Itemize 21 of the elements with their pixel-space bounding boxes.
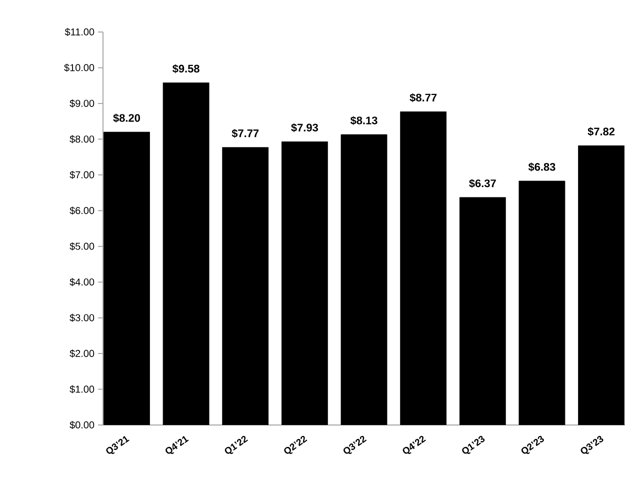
data-label: $8.77 [410,93,437,102]
y-tick-label: $1.00 [70,385,94,394]
y-tick-label: $8.00 [70,135,94,144]
y-tick-label: $7.00 [70,170,94,179]
y-tick-label: $6.00 [70,206,94,215]
data-label: $8.20 [113,114,140,123]
data-label: $8.13 [350,116,378,126]
y-tick-label: $9.00 [70,99,94,108]
data-label: $6.37 [469,178,496,188]
y-tick-label: $0.00 [70,420,94,430]
data-label: $7.77 [232,128,259,138]
data-label: $6.83 [528,162,556,172]
y-tick-label: $3.00 [70,314,94,322]
data-label: $7.82 [588,127,615,136]
y-tick-label: $11.00 [64,28,94,36]
y-tick-label: $4.00 [70,278,94,286]
y-tick-label: $5.00 [70,242,94,250]
y-tick-label: $2.00 [70,350,94,358]
data-label: $7.93 [291,123,318,132]
data-label: $9.58 [172,64,200,74]
y-tick-label: $10.00 [64,64,94,72]
